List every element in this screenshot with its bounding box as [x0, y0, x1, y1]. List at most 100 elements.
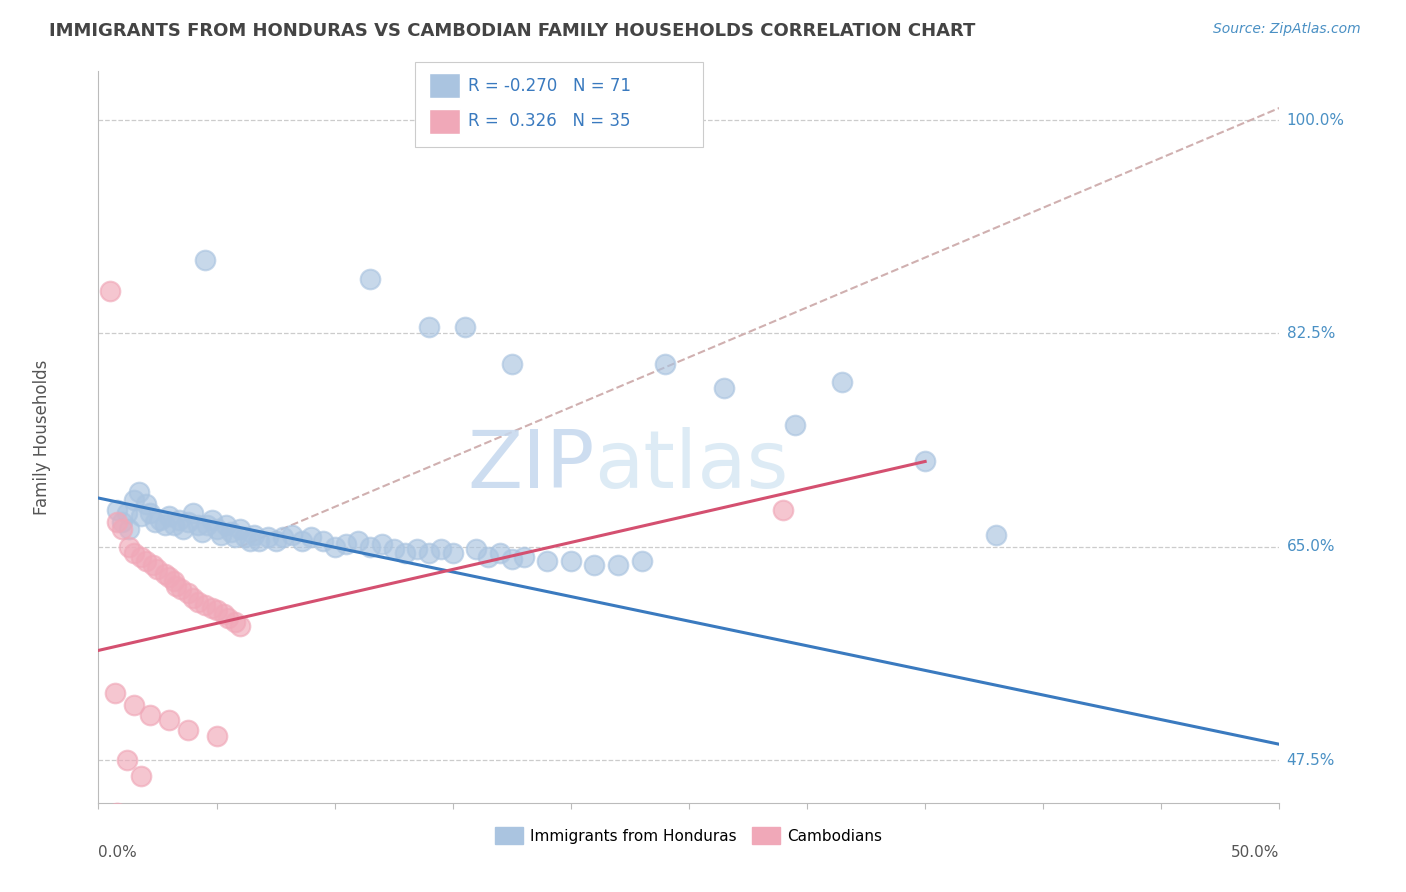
Point	[281, 527, 304, 541]
Point	[536, 554, 558, 568]
Text: Source: ZipAtlas.com: Source: ZipAtlas.com	[1213, 22, 1361, 37]
Text: 0.0%: 0.0%	[98, 846, 138, 861]
Point	[105, 805, 128, 820]
Point	[371, 537, 394, 551]
Point	[831, 376, 853, 390]
Point	[209, 527, 232, 541]
Point	[219, 525, 242, 540]
Point	[489, 546, 512, 560]
Point	[187, 517, 209, 532]
Point	[122, 493, 145, 508]
Point	[139, 506, 162, 520]
Point	[149, 513, 172, 527]
Point	[201, 600, 224, 615]
Point	[167, 513, 190, 527]
Point	[163, 574, 186, 588]
Point	[105, 503, 128, 517]
Point	[914, 454, 936, 468]
Text: 50.0%: 50.0%	[1232, 846, 1279, 861]
Point	[181, 591, 204, 605]
Point	[654, 357, 676, 371]
Point	[224, 530, 246, 544]
Point	[177, 516, 200, 530]
Point	[257, 530, 280, 544]
Point	[115, 506, 138, 520]
Point	[583, 558, 606, 573]
Text: 65.0%: 65.0%	[1286, 540, 1336, 554]
Point	[501, 552, 523, 566]
Point	[465, 542, 488, 557]
Point	[394, 546, 416, 560]
Point	[512, 549, 534, 564]
Point	[122, 546, 145, 560]
Point	[128, 485, 150, 500]
Point	[129, 509, 152, 524]
Text: ZIP: ZIP	[467, 427, 595, 506]
Point	[115, 753, 138, 767]
Point	[382, 542, 405, 557]
Point	[212, 607, 235, 621]
Point	[129, 549, 152, 564]
Text: R = -0.270   N = 71: R = -0.270 N = 71	[468, 77, 631, 95]
Point	[142, 558, 165, 573]
Point	[205, 521, 228, 535]
Point	[118, 540, 141, 554]
Point	[177, 586, 200, 600]
Point	[501, 357, 523, 371]
Text: 82.5%: 82.5%	[1286, 326, 1334, 341]
Point	[477, 549, 499, 564]
Point	[347, 533, 370, 548]
Point	[111, 832, 134, 847]
Point	[157, 509, 180, 524]
Point	[312, 533, 335, 548]
Point	[187, 595, 209, 609]
Point	[323, 540, 346, 554]
Point	[785, 417, 807, 432]
Point	[194, 599, 217, 613]
Point	[224, 615, 246, 630]
Point	[177, 723, 200, 737]
Point	[984, 527, 1007, 541]
Point	[264, 533, 287, 548]
Point	[170, 582, 193, 597]
Point	[122, 698, 145, 713]
Point	[118, 521, 141, 535]
Legend: Immigrants from Honduras, Cambodians: Immigrants from Honduras, Cambodians	[489, 822, 889, 850]
Point	[299, 530, 322, 544]
Text: IMMIGRANTS FROM HONDURAS VS CAMBODIAN FAMILY HOUSEHOLDS CORRELATION CHART: IMMIGRANTS FROM HONDURAS VS CAMBODIAN FA…	[49, 22, 976, 40]
Point	[205, 603, 228, 617]
Point	[111, 521, 134, 535]
Point	[418, 320, 440, 334]
Text: 100.0%: 100.0%	[1286, 112, 1344, 128]
Point	[135, 497, 157, 511]
Point	[172, 521, 194, 535]
Point	[194, 253, 217, 268]
Point	[359, 540, 381, 554]
Point	[195, 517, 218, 532]
Point	[163, 517, 186, 532]
Point	[607, 558, 630, 573]
Point	[243, 527, 266, 541]
Point	[157, 570, 180, 584]
Point	[191, 525, 214, 540]
Point	[418, 546, 440, 560]
Point	[772, 503, 794, 517]
Point	[290, 533, 312, 548]
Point	[215, 517, 238, 532]
Point	[201, 513, 224, 527]
Point	[129, 769, 152, 783]
Point	[165, 579, 187, 593]
Point	[181, 506, 204, 520]
Point	[153, 566, 176, 581]
Point	[271, 530, 294, 544]
Point	[430, 542, 453, 557]
Point	[105, 516, 128, 530]
Point	[143, 516, 166, 530]
Point	[406, 542, 429, 557]
Point	[104, 686, 127, 700]
Point	[111, 516, 134, 530]
Point	[247, 533, 270, 548]
Point	[239, 533, 262, 548]
Point	[229, 619, 252, 633]
Point	[157, 713, 180, 727]
